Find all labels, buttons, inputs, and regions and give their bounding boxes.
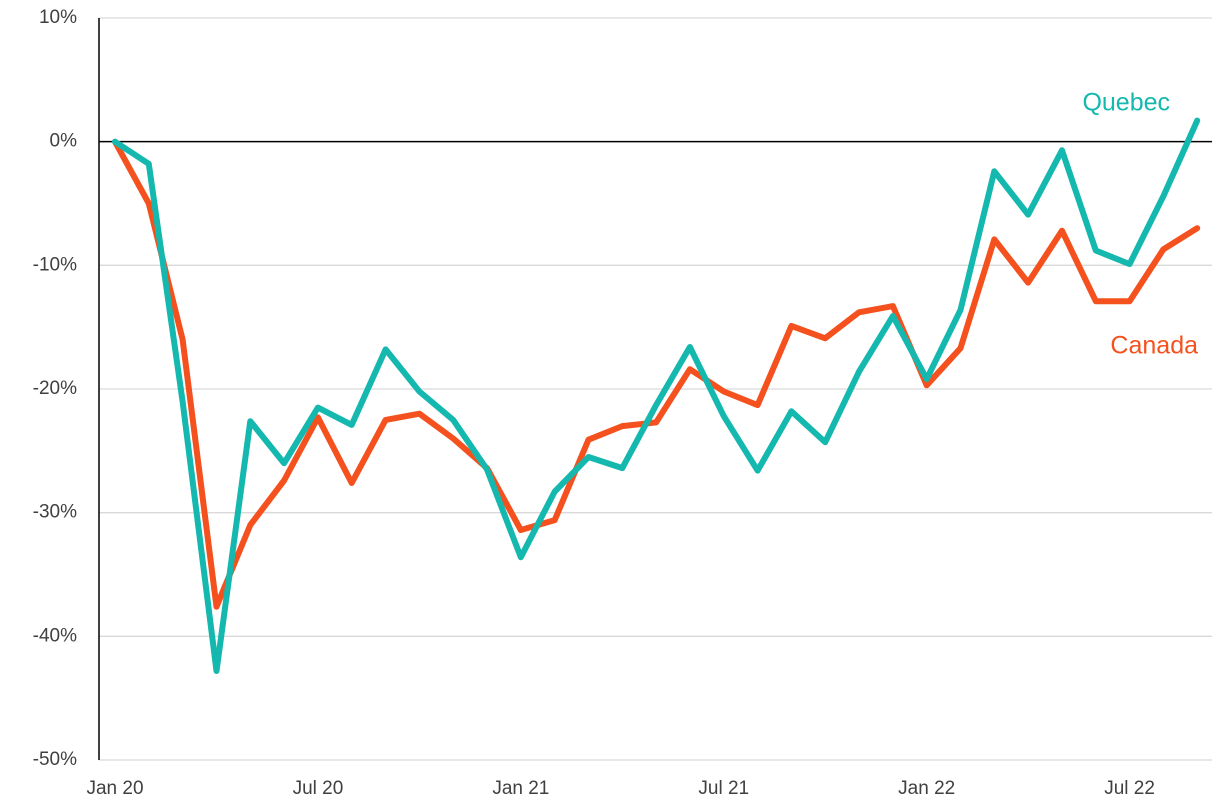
y-tick-label: -50%	[33, 749, 77, 770]
x-tick-label: Jan 21	[492, 778, 549, 799]
y-tick-label: -40%	[33, 625, 77, 646]
y-tick-label: -30%	[33, 502, 77, 523]
y-tick-label: -10%	[33, 254, 77, 275]
y-tick-label: 10%	[39, 7, 77, 28]
x-tick-label: Jul 21	[698, 778, 749, 799]
series-line	[112, 138, 1201, 610]
series-label: Canada	[1110, 332, 1198, 360]
y-tick-label: -20%	[33, 378, 77, 399]
x-tick-label: Jan 22	[898, 778, 955, 799]
x-tick-label: Jan 20	[86, 778, 143, 799]
x-tick-label: Jul 22	[1104, 778, 1155, 799]
series-label: Quebec	[1082, 89, 1170, 117]
series-line	[112, 117, 1201, 674]
y-tick-label: 0%	[50, 131, 78, 152]
x-tick-label: Jul 20	[293, 778, 344, 799]
